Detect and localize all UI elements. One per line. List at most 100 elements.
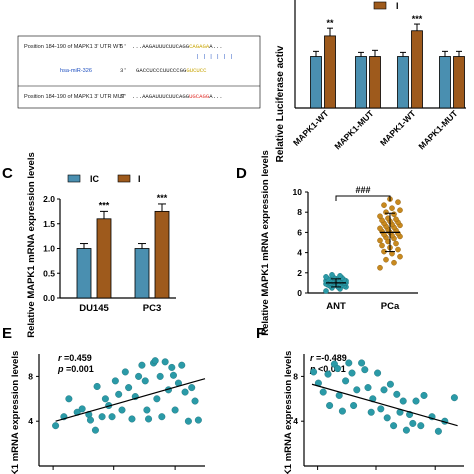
panel-f-point-25 [393, 390, 401, 398]
panel-b-annotation-2: *** [412, 14, 423, 24]
panel-d-point-1-2 [383, 256, 389, 263]
panel-e: E APK1 mRNA expression levels r =0.459 p… [2, 325, 206, 474]
panel-b-legend-swatch [373, 1, 387, 10]
panel-f-point-27 [399, 397, 407, 405]
panel-c-bar-0-0 [76, 248, 92, 299]
panel-f-point-24 [390, 422, 398, 430]
panel-d-point-1-3 [397, 253, 403, 260]
panel-f: F APK1 mRNA expression levels r =-0.489 … [256, 325, 464, 474]
panel-c-legend-label-ic: IC [90, 174, 100, 184]
panel-f-point-31 [412, 397, 420, 405]
panel-d-plot: 0 2 4 6 8 10 ANT PCa ### [293, 185, 418, 312]
panel-d-point-0-33 [323, 274, 329, 280]
panel-a-box [17, 35, 261, 109]
panel-f-plot: 48 [293, 354, 464, 470]
panel-e-point-31 [168, 363, 176, 371]
panel-f-point-12 [350, 402, 358, 410]
panel-e-point-6 [86, 416, 94, 424]
panel-a-seq-mir-pre: GACCUCCCUUCCCGG [136, 67, 187, 74]
panel-d-ytick-label-5: 10 [293, 187, 303, 197]
panel-e-p-value: =0.001 [66, 364, 94, 374]
panel-e-point-39 [194, 416, 202, 424]
panel-b-annotation-0: ** [326, 18, 334, 28]
panel-e-point-15 [118, 406, 126, 414]
panel-d-letter: D [236, 165, 247, 182]
panel-a-label-wt: Position 184-190 of MAPK1 3' UTR WT [24, 44, 122, 50]
panel-f-point-17 [367, 408, 375, 416]
panel-a-seq-wt: ...AAGAUUUCUUCAGGCAGAGAA... [132, 43, 223, 50]
panel-e-point-35 [181, 388, 189, 396]
panel-f-point-0 [310, 368, 318, 376]
panel-d-tick-label-1: PCa [381, 301, 400, 312]
panel-b-bar-2-1 [411, 30, 423, 109]
panel-e-point-20 [135, 372, 143, 380]
panel-c-ylabel: Relative MAPK1 mRNA expression levels [26, 152, 37, 338]
panel-c-annotation-1: *** [157, 193, 168, 203]
panel-f-point-23 [386, 380, 394, 388]
panel-e-point-24 [145, 415, 153, 423]
panel-d-point-0-34 [337, 273, 343, 279]
panel-d: D Relative MAPK1 mRNA expression levels … [236, 150, 418, 336]
panel-c-annotation-0: *** [99, 200, 110, 210]
panel-b-bar-1-0 [355, 56, 367, 109]
panel-e-point-14 [115, 390, 123, 398]
panel-d-point-1-37 [389, 205, 395, 211]
panel-e-point-29 [161, 358, 169, 366]
panel-d-point-1-22 [377, 225, 383, 232]
panel-d-ytick-label-4: 8 [297, 207, 302, 217]
panel-f-point-22 [383, 414, 391, 422]
panel-e-point-40 [169, 371, 177, 379]
panel-f-point-15 [361, 366, 369, 374]
panel-c-bar-1-1 [154, 210, 170, 299]
panel-b-ylabel: Relative Luciferase activ [275, 45, 286, 162]
panel-b-bar-0-0 [310, 56, 322, 109]
panel-b-legend-label: I [396, 1, 399, 11]
panel-f-point-19 [374, 369, 382, 377]
panel-d-point-1-33 [377, 213, 383, 220]
panel-f-ytick-label-0: 4 [293, 416, 298, 426]
panel-d-point-1-6 [395, 246, 401, 253]
panel-f-letter: F [256, 325, 265, 342]
panel-e-point-0 [52, 422, 60, 430]
panel-c-legend-swatch-ic [67, 174, 81, 183]
panel-d-point-1-31 [393, 216, 399, 223]
panel-b-bar-2-0 [397, 56, 409, 109]
panel-e-point-13 [111, 377, 119, 385]
panel-d-tick-label-0: ANT [326, 301, 346, 312]
panel-a-seq-wt-pre: ...AAGAUUUCUUCAGG [132, 43, 190, 50]
panel-b-tick-label-2: MAPK1-WT [378, 108, 418, 148]
panel-d-point-1-1 [391, 259, 397, 266]
panel-f-point-32 [417, 422, 425, 430]
panel-e-point-4 [78, 405, 86, 413]
panel-e-point-8 [91, 426, 99, 434]
panel-a-prime-mir: 3' [120, 67, 127, 74]
panel-c-ytick-label-4: 2.0 [43, 194, 55, 204]
panel-f-point-11 [348, 369, 356, 377]
panel-e-point-41 [151, 357, 159, 365]
panel-f-point-37 [450, 394, 458, 402]
panel-e-fit-line [55, 378, 206, 422]
panel-b-tick-label-0: MAPK1-WT [291, 108, 331, 148]
panel-c-letter: C [2, 165, 13, 182]
panel-d-point-1-0 [377, 264, 383, 271]
panel-b-tick-label-1: MAPK1-MUT [332, 108, 376, 152]
panel-f-fit-line [311, 383, 458, 427]
panel-f-point-8 [338, 407, 346, 415]
panel-f-point-30 [409, 419, 417, 427]
panel-d-point-1-11 [377, 237, 383, 244]
panel-f-point-33 [420, 391, 428, 399]
panel-d-point-1-35 [383, 209, 389, 215]
panel-e-point-26 [153, 395, 161, 403]
panel-b-bar-0-1 [324, 35, 336, 109]
panel-a-seq-mut-hl: UGCAGG [189, 93, 210, 100]
panel-e-point-18 [128, 415, 136, 423]
panel-f-r-value: =-0.489 [316, 353, 347, 363]
panel-a-seq-mut: ...AAGAUUUCUUCAGGUGCAGGA... [132, 93, 223, 100]
panel-a-seq-mir: GACCUCCCUUCCCGGGUCUCC [136, 67, 207, 74]
panel-a-label-mut: Position 184-190 of MAPK1 3' UTR MUT [24, 94, 126, 100]
panel-e-point-7 [93, 382, 101, 390]
panel-f-point-10 [345, 359, 353, 367]
panel-a-prime-wt: 5' [120, 43, 127, 50]
panel-a-seq-mut-pre: ...AAGAUUUCUUCAGG [132, 93, 190, 100]
